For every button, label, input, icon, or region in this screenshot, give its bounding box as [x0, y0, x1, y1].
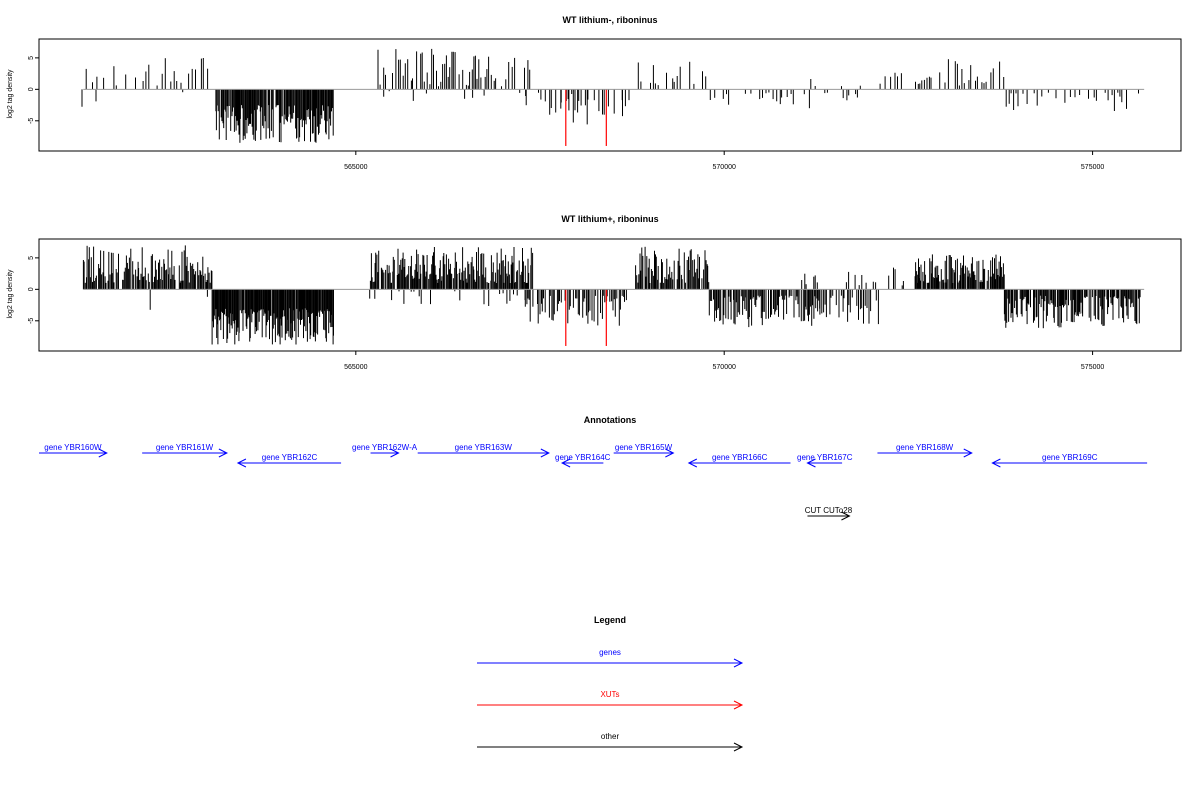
feature-arrow-head — [991, 458, 1001, 468]
feature-arrow-head — [806, 458, 816, 468]
feature-label: gene YBR161W — [156, 443, 214, 452]
feature-arrow-head — [560, 458, 571, 468]
legend-items: genes XUTs other — [477, 648, 744, 752]
legend-arrow-head — [733, 700, 744, 710]
annotations-track: Annotations gene YBR160W gene YBR161Wgene… — [39, 415, 1148, 521]
y-axis: 5 0 -5 — [28, 256, 40, 324]
track-panel-lithium-plus: WT lithium+, riboninus log2 tag density … — [7, 214, 1182, 371]
track-title-lithium-plus: WT lithium+, riboninus — [561, 214, 658, 224]
legend-label: genes — [599, 648, 621, 657]
feature-arrow-head — [236, 458, 247, 468]
x-axis: 565000 570000 575000 — [344, 150, 1104, 171]
density-bars — [82, 245, 1141, 345]
xut-highlight-bars — [565, 289, 607, 346]
feature-label: gene YBR165W — [615, 443, 673, 452]
feature-label: gene YBR164C — [555, 453, 611, 462]
y-tick-label: 5 — [28, 56, 35, 60]
y-tick-label: -5 — [28, 118, 35, 124]
track-panel-lithium-minus: WT lithium-, riboninus log2 tag density … — [7, 15, 1182, 171]
density-bars — [81, 48, 1139, 143]
feature-arrow-head — [218, 448, 228, 458]
feature-arrows: gene YBR160W gene YBR161W gene YBR162C gene… — [39, 443, 1148, 521]
feature-arrow-head — [963, 448, 973, 458]
feature-arrow-head — [687, 458, 698, 468]
x-tick-label: 575000 — [1081, 364, 1104, 371]
y-tick-label: 5 — [28, 256, 35, 260]
x-tick-label: 570000 — [713, 364, 736, 371]
feature-arrow-head — [390, 448, 400, 458]
y-tick-label: 0 — [28, 87, 35, 91]
feature-label: CUT CUTo28 — [805, 506, 853, 515]
x-tick-label: 565000 — [344, 364, 367, 371]
feature-label: gene YBR163W — [455, 443, 513, 452]
feature-arrow-head — [98, 448, 108, 458]
x-axis: 565000 570000 575000 — [344, 350, 1104, 371]
feature-arrow-head — [665, 448, 675, 458]
legend-label: XUTs — [600, 690, 619, 699]
x-tick-label: 570000 — [713, 164, 736, 171]
legend-label: other — [601, 732, 620, 741]
xut-highlight-bars — [565, 89, 607, 146]
legend: Legend genes XUTs other — [477, 615, 744, 752]
track-title-lithium-minus: WT lithium-, riboninus — [563, 15, 658, 25]
feature-label: gene YBR166C — [712, 453, 768, 462]
legend-arrow-head — [733, 658, 744, 668]
y-axis-label: log2 tag density — [7, 269, 14, 319]
feature-label: gene YBR162C — [262, 453, 318, 462]
legend-title: Legend — [594, 615, 626, 625]
feature-arrow-head — [540, 448, 550, 458]
y-axis-label: log2 tag density — [7, 69, 14, 119]
feature-label: gene YBR169C — [1042, 453, 1098, 462]
annotations-title: Annotations — [584, 415, 637, 425]
feature-arrow-head — [841, 511, 851, 521]
feature-label: gene YBR167C — [797, 453, 853, 462]
x-tick-label: 565000 — [344, 164, 367, 171]
legend-arrow-head — [733, 742, 744, 752]
feature-label: gene YBR168W — [896, 443, 954, 452]
x-tick-label: 575000 — [1081, 164, 1104, 171]
y-tick-label: -5 — [28, 318, 35, 324]
feature-label: gene YBR160W — [44, 443, 102, 452]
y-axis: 5 0 -5 — [28, 56, 40, 124]
y-tick-label: 0 — [28, 287, 35, 291]
feature-label: gene YBR162W-A — [352, 443, 418, 452]
